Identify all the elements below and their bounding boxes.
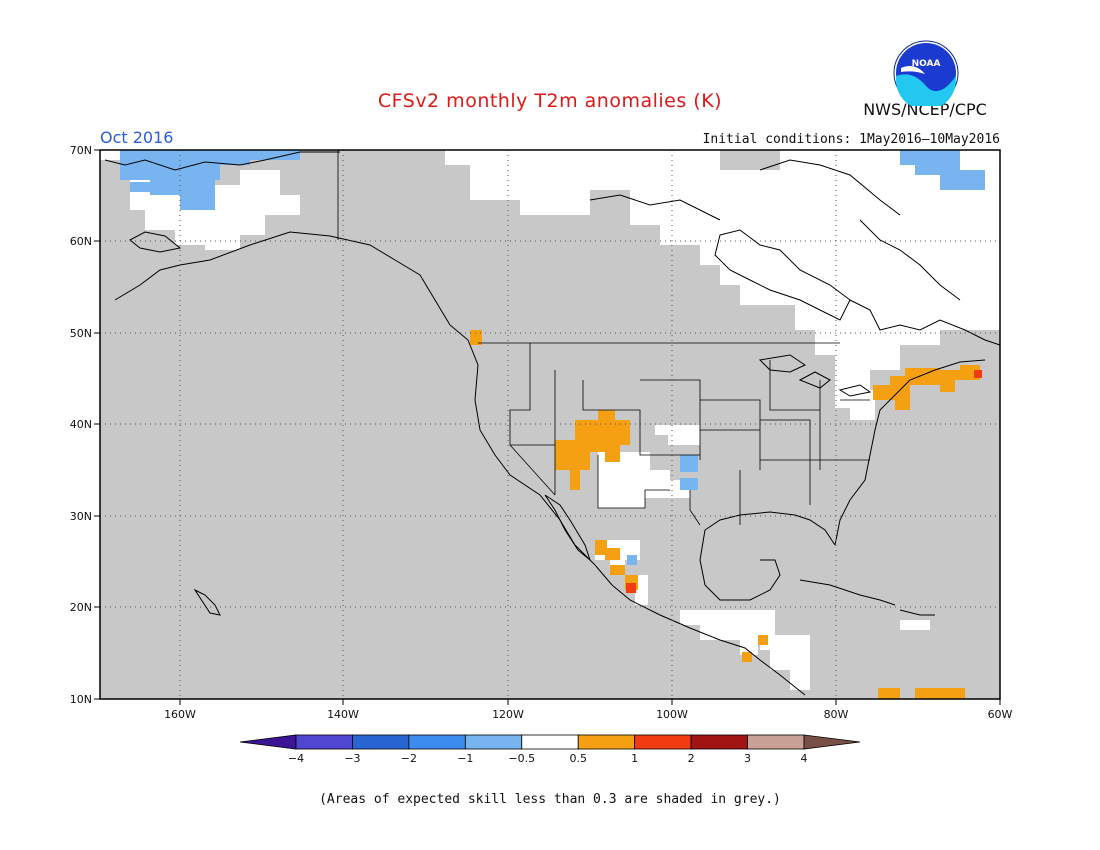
lat-label: 60N bbox=[70, 235, 92, 248]
legend-tick-label: 3 bbox=[744, 752, 751, 765]
noaa-logo-icon: NOAA bbox=[893, 40, 959, 106]
lon-label: 60W bbox=[988, 708, 1013, 721]
legend-tick-label: 2 bbox=[688, 752, 695, 765]
hot-anomaly-regions bbox=[626, 370, 982, 593]
grid-lines bbox=[100, 150, 1000, 699]
legend-swatch bbox=[295, 734, 353, 750]
legend-tick-label: −4 bbox=[288, 752, 304, 765]
lat-label: 50N bbox=[70, 327, 92, 340]
lon-label: 160W bbox=[164, 708, 196, 721]
state-borders bbox=[478, 342, 870, 526]
legend-tick-label: −2 bbox=[401, 752, 417, 765]
legend-swatch bbox=[747, 734, 805, 750]
initial-conditions: Initial conditions: 1May2016—10May2016 bbox=[702, 132, 1000, 147]
legend-tick-label: 4 bbox=[801, 752, 808, 765]
lat-label: 20N bbox=[70, 601, 92, 614]
legend-swatch bbox=[803, 734, 861, 750]
lon-label: 120W bbox=[492, 708, 524, 721]
forecast-month: Oct 2016 bbox=[100, 128, 174, 147]
lon-label: 140W bbox=[327, 708, 359, 721]
lat-label: 10N bbox=[70, 693, 92, 706]
lat-label: 40N bbox=[70, 418, 92, 431]
cool-anomaly-regions bbox=[120, 150, 985, 565]
warm-anomaly-regions bbox=[470, 330, 980, 699]
skill-footnote: (Areas of expected skill less than 0.3 a… bbox=[319, 792, 781, 807]
legend-swatch bbox=[577, 734, 636, 750]
lon-label: 100W bbox=[656, 708, 688, 721]
map-title: CFSv2 monthly T2m anomalies (K) bbox=[377, 90, 723, 112]
legend-swatch bbox=[464, 734, 523, 750]
lon-label: 80W bbox=[824, 708, 849, 721]
lat-label: 70N bbox=[70, 144, 92, 157]
legend-tick-label: −1 bbox=[457, 752, 473, 765]
legend-tick-label: −0.5 bbox=[508, 752, 535, 765]
legend-tick-label: −3 bbox=[344, 752, 360, 765]
axis-ticks bbox=[94, 149, 1001, 705]
lat-label: 30N bbox=[70, 510, 92, 523]
legend-swatch bbox=[239, 734, 297, 750]
legend-swatch bbox=[521, 734, 579, 750]
coastlines bbox=[104, 151, 1001, 696]
logo-text: NOAA bbox=[912, 59, 941, 69]
color-legend: −4 −3 −2 −1 −0.5 0.5 1 2 3 4 bbox=[239, 734, 861, 765]
legend-swatch bbox=[690, 734, 748, 750]
legend-tick-label: 1 bbox=[631, 752, 638, 765]
legend-swatch bbox=[352, 734, 410, 750]
legend-tick-label: 0.5 bbox=[569, 752, 587, 765]
legend-swatch bbox=[634, 734, 692, 750]
agency-label: NWS/NCEP/CPC bbox=[863, 100, 987, 119]
legend-swatch bbox=[408, 734, 466, 750]
